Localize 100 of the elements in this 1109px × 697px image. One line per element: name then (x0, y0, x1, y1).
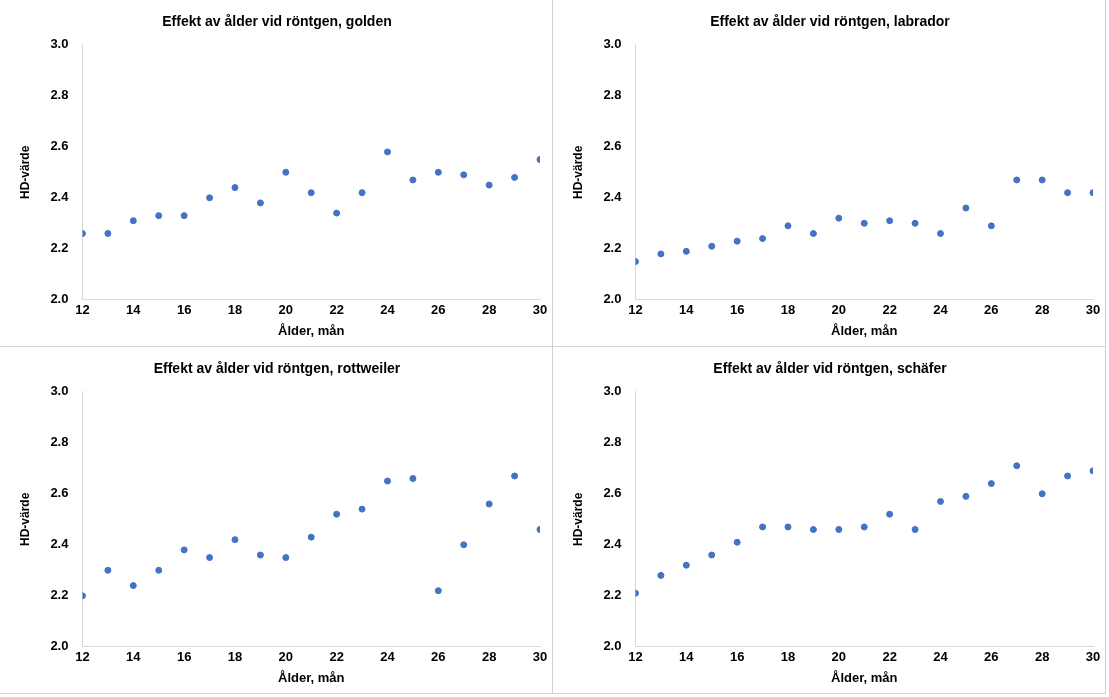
x-tick-label: 20 (278, 649, 294, 665)
x-tick-label: 22 (329, 649, 344, 665)
point (886, 510, 894, 518)
point (860, 523, 868, 531)
x-tick-label: 26 (431, 649, 446, 665)
x-tick-label: 16 (176, 649, 192, 665)
x-tick-label: 20 (278, 302, 294, 318)
point (383, 477, 391, 485)
point (231, 536, 239, 544)
y-tick-label: 2.8 (50, 434, 69, 450)
y-tick-label: 2.0 (50, 638, 69, 654)
x-tick-label: 28 (481, 302, 497, 318)
x-tick-label: 24 (933, 649, 949, 665)
point (886, 217, 894, 225)
point (155, 212, 163, 220)
point (860, 219, 868, 227)
x-tick-label: 18 (780, 649, 796, 665)
x-axis-title: Ålder, mån (278, 322, 345, 338)
chart-title: Effekt av ålder vid röntgen, rottweiler (153, 360, 401, 377)
y-axis-title: HD-värde (17, 492, 32, 546)
y-tick-label: 2.8 (603, 434, 622, 450)
point (809, 526, 817, 533)
y-tick-label: 2.6 (50, 485, 69, 501)
x-tick-label: 12 (628, 302, 643, 318)
point (733, 538, 741, 546)
point (809, 230, 817, 237)
point (511, 472, 519, 480)
x-tick-label: 26 (984, 302, 999, 318)
y-tick-label: 2.4 (603, 189, 623, 205)
x-tick-label: 30 (1085, 649, 1101, 665)
x-tick-label: 14 (126, 302, 142, 318)
x-tick-label: 30 (532, 649, 548, 665)
point (129, 217, 137, 225)
point (962, 204, 970, 212)
chart-title: Effekt av ålder vid röntgen, labrador (710, 13, 951, 30)
point (383, 148, 391, 156)
point (104, 230, 112, 237)
point (936, 230, 944, 237)
point (485, 500, 493, 508)
point (206, 194, 214, 202)
point (835, 214, 843, 222)
point (460, 171, 468, 179)
point (657, 250, 665, 258)
point (1064, 189, 1072, 197)
x-tick-label: 24 (380, 649, 396, 665)
point (256, 199, 264, 207)
point (682, 561, 690, 569)
x-tick-label: 12 (628, 649, 643, 665)
y-tick-label: 2.4 (603, 536, 623, 552)
x-tick-label: 12 (75, 649, 90, 665)
point (511, 173, 519, 181)
y-tick-label: 2.6 (50, 138, 69, 154)
point (784, 523, 792, 531)
point (409, 475, 417, 482)
x-tick-label: 20 (831, 302, 847, 318)
y-tick-label: 2.2 (50, 240, 69, 256)
point (333, 209, 341, 217)
point (180, 212, 188, 220)
point (1013, 176, 1021, 184)
x-axis-title: Ålder, mån (831, 669, 898, 685)
x-tick-label: 14 (126, 649, 142, 665)
y-tick-label: 2.0 (50, 291, 69, 307)
point (1038, 490, 1046, 498)
x-tick-label: 20 (831, 649, 847, 665)
point (759, 235, 767, 243)
x-tick-label: 18 (227, 302, 243, 318)
x-tick-label: 16 (729, 302, 745, 318)
x-tick-label: 14 (679, 649, 695, 665)
point (657, 571, 665, 579)
x-tick-label: 28 (481, 649, 497, 665)
x-tick-label: 28 (1034, 649, 1050, 665)
point (460, 541, 468, 549)
y-axis-title: HD-värde (570, 492, 585, 546)
y-tick-label: 3.0 (603, 383, 622, 399)
point (307, 533, 315, 541)
chart-title: Effekt av ålder vid röntgen, schäfer (713, 360, 948, 377)
x-tick-label: 16 (176, 302, 192, 318)
point (333, 510, 341, 518)
x-tick-label: 22 (882, 649, 897, 665)
x-tick-label: 24 (933, 302, 949, 318)
point (104, 566, 112, 574)
x-axis-title: Ålder, mån (278, 669, 345, 685)
point (206, 554, 214, 562)
y-tick-label: 2.2 (603, 240, 622, 256)
x-axis-title: Ålder, mån (831, 322, 898, 338)
point (835, 526, 843, 533)
x-tick-label: 26 (431, 302, 446, 318)
point (485, 181, 493, 189)
y-tick-label: 2.2 (603, 587, 622, 603)
point (682, 247, 690, 255)
y-tick-label: 2.8 (603, 87, 622, 103)
point (155, 566, 163, 574)
point (409, 176, 417, 184)
x-tick-label: 26 (984, 649, 999, 665)
y-tick-label: 2.6 (603, 138, 622, 154)
point (911, 219, 919, 227)
y-axis-title: HD-värde (17, 145, 32, 199)
point (282, 554, 290, 562)
y-axis-title: HD-värde (570, 145, 585, 199)
point (708, 551, 716, 559)
